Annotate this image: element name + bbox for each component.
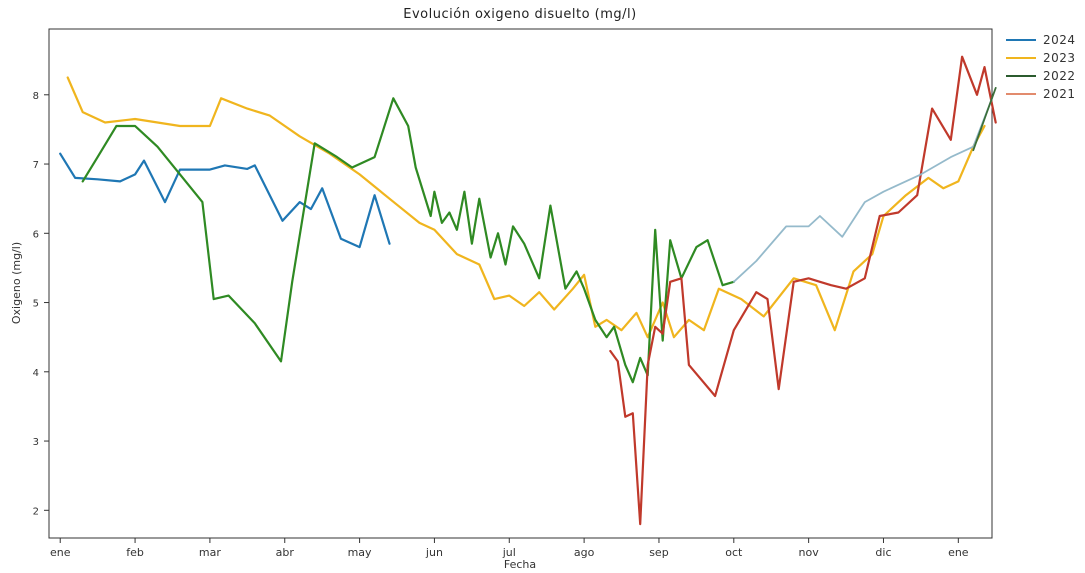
plot-area — [48, 28, 993, 539]
series-line-2022 — [81, 97, 735, 384]
y-axis-label: Oxigeno (mg/l) — [10, 242, 23, 324]
y-tick-label: 8 — [33, 91, 39, 102]
y-tick-label: 2 — [33, 506, 39, 517]
x-tick-label: oct — [725, 546, 743, 559]
y-tick-label: 7 — [33, 160, 39, 171]
x-tick-label: mar — [199, 546, 221, 559]
legend-label: 2021 — [1043, 87, 1076, 101]
x-tick-label: ago — [574, 546, 595, 559]
y-tick-label: 4 — [33, 368, 39, 379]
series-lines — [59, 55, 997, 526]
legend: 2024 2023 2022 2021 — [1006, 33, 1076, 101]
y-tick-label: 5 — [33, 299, 39, 310]
series-line-2021 — [972, 87, 997, 152]
x-tick-label: ene — [948, 546, 969, 559]
x-tick-label: sep — [649, 546, 668, 559]
legend-label: 2023 — [1043, 51, 1076, 65]
x-tick-label: ene — [50, 546, 71, 559]
x-tick-label: may — [348, 546, 372, 559]
y-tick-label: 6 — [33, 229, 39, 240]
x-tick-label: jul — [502, 546, 516, 559]
x-tick-label: abr — [276, 546, 295, 559]
legend-label: 2022 — [1043, 69, 1076, 83]
series-line-2021 — [609, 55, 997, 526]
x-axis: ene feb mar abr may jun jul ago sep oct nov dic ene — [50, 538, 969, 559]
y-tick-label: 3 — [33, 437, 39, 448]
series-line-2022 — [732, 97, 993, 283]
x-tick-label: jun — [425, 546, 443, 559]
x-tick-label: feb — [126, 546, 144, 559]
series-line-2023 — [66, 76, 986, 339]
x-tick-label: nov — [799, 546, 820, 559]
legend-label: 2024 — [1043, 33, 1076, 47]
x-axis-label: Fecha — [504, 558, 536, 571]
chart-title: Evolución oxigeno disuelto (mg/l) — [403, 7, 636, 22]
y-axis: 2 3 4 5 6 7 8 — [33, 91, 49, 517]
x-tick-label: dic — [875, 546, 891, 559]
series-line-2024 — [59, 152, 391, 249]
